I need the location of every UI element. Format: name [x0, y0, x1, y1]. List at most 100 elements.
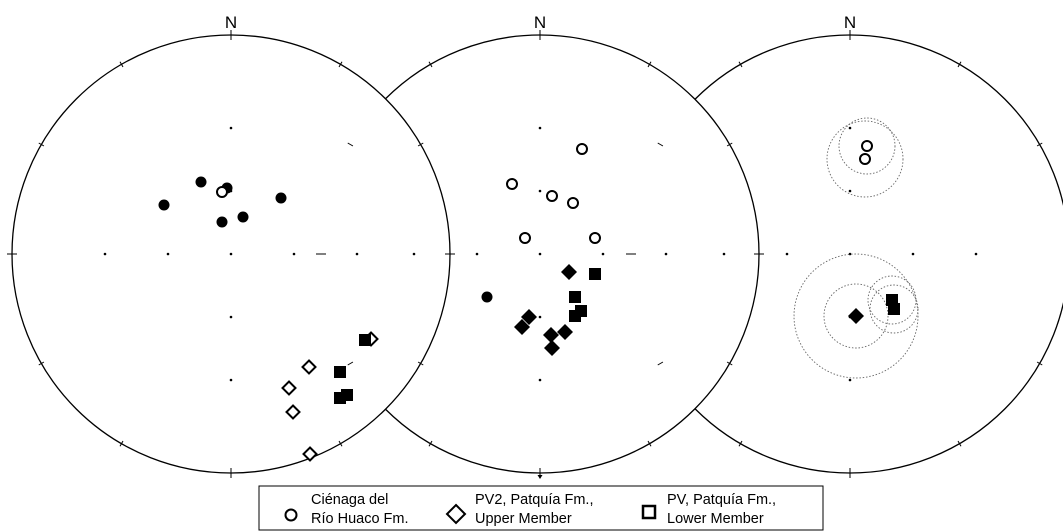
stereonet-2-tick	[647, 440, 652, 447]
stereonet-1-tick	[119, 61, 124, 68]
north-labels: N N N	[225, 13, 856, 32]
data-point-filled-circle	[216, 216, 228, 228]
data-point-open-circle	[546, 190, 558, 202]
stereonet-2-tick	[647, 61, 652, 68]
stereonet-1-grid-dot	[229, 315, 233, 319]
data-point-open-diamond	[302, 446, 318, 462]
confidence-circle	[867, 275, 917, 325]
legend-open-diamond-icon	[445, 503, 467, 525]
stereonet-1-tick	[119, 440, 124, 447]
legend-open-circle-icon	[284, 508, 298, 522]
stereonet-1-grid-dot	[229, 126, 233, 130]
data-point-filled-square	[888, 303, 900, 315]
confidence-circle	[823, 283, 889, 349]
stereonet-2-grid-dot	[664, 252, 668, 256]
stereonet-3-tick	[738, 440, 743, 447]
data-point-filled-diamond	[557, 324, 573, 340]
legend-label-2-line-2: Upper Member	[475, 511, 572, 527]
data-point-filled-diamond	[514, 319, 530, 335]
data-point-open-circle	[859, 153, 871, 165]
stereonet-3-grid-dot	[974, 252, 978, 256]
stereonet-3-data	[793, 117, 919, 379]
data-point-open-circle	[216, 186, 228, 198]
stereonet-1-grid-dot	[103, 252, 107, 256]
stereonet-2-tick	[347, 142, 354, 147]
stereonet-1-tick	[38, 361, 45, 366]
stereonet-3-tick	[657, 142, 664, 147]
data-point-filled-circle	[158, 199, 170, 211]
stereonets	[7, 30, 1063, 478]
north-label-3: N	[844, 13, 856, 32]
stereonet-1-tick	[38, 142, 45, 147]
data-point-filled-square	[359, 334, 371, 346]
legend-label-3-line-1: PV, Patquía Fm.,	[667, 492, 776, 508]
stereonet-3-tick	[957, 61, 962, 68]
stereonet-3-tick	[657, 361, 664, 366]
stereonet-2-grid-dot	[538, 189, 542, 193]
stereonet-2-tick	[347, 361, 354, 366]
stereonet-2-grid-dot	[538, 126, 542, 130]
stereonet-3-grid-dot	[848, 189, 852, 193]
confidence-circle	[793, 253, 919, 379]
stereonet-1-grid-dot	[355, 252, 359, 256]
data-point-filled-circle	[237, 211, 249, 223]
stereonet-2-tick	[726, 361, 733, 366]
confidence-circle	[838, 117, 896, 175]
stereonet-1-tick	[417, 361, 424, 366]
stereonet-2-data	[481, 143, 601, 356]
stereonet-2-grid-dot	[475, 252, 479, 256]
data-point-open-circle	[506, 178, 518, 190]
legend-label-1-line-1: Ciénaga del	[311, 492, 388, 508]
stereonet-3-tick	[1036, 361, 1043, 366]
stereonet-2-grid-dot	[538, 252, 542, 256]
stereonet-2-grid-dot	[601, 252, 605, 256]
stereonet-1-grid-dot	[166, 252, 170, 256]
stereonet-1-tick	[338, 440, 343, 447]
data-point-open-diamond	[281, 380, 297, 396]
north-label-2: N	[534, 13, 546, 32]
stereonet-3-grid-dot	[911, 252, 915, 256]
stereonet-1-data	[158, 176, 379, 462]
stereonet-1	[7, 30, 455, 478]
data-point-filled-diamond	[848, 308, 864, 324]
data-point-filled-diamond	[521, 309, 537, 325]
data-point-filled-circle	[195, 176, 207, 188]
stereonet-2-grid-dot	[538, 315, 542, 319]
stereonet-3-grid-dot	[785, 252, 789, 256]
data-point-open-diamond	[285, 404, 301, 420]
stereonet-3-grid-dot	[848, 378, 852, 382]
legend-label-3-line-2: Lower Member	[667, 511, 764, 527]
stereonet-2-tick	[726, 142, 733, 147]
stereonet-1-grid-dot	[229, 378, 233, 382]
stereonet-3-tick	[957, 440, 962, 447]
data-point-filled-square	[569, 310, 581, 322]
north-label-1: N	[225, 13, 237, 32]
data-point-filled-diamond	[543, 327, 559, 343]
data-point-open-circle	[589, 232, 601, 244]
data-point-open-circle	[519, 232, 531, 244]
legend-label-1-line-2: Río Huaco Fm.	[311, 511, 409, 527]
stereonet-2	[316, 30, 764, 478]
data-point-open-circle	[567, 197, 579, 209]
data-point-open-circle	[861, 140, 873, 152]
data-point-filled-square	[589, 268, 601, 280]
legend-box	[258, 485, 824, 531]
data-point-filled-diamond	[544, 340, 560, 356]
data-point-filled-square	[569, 291, 581, 303]
stereonet-2-grid-dot	[412, 252, 416, 256]
legend-label-2-line-1: PV2, Patquía Fm.,	[475, 492, 593, 508]
stereonet-1-tick	[417, 142, 424, 147]
stereonet-2-grid-dot	[538, 378, 542, 382]
stereonet-3-tick	[1036, 142, 1043, 147]
data-point-filled-diamond	[561, 264, 577, 280]
data-point-filled-square	[334, 392, 346, 404]
confidence-circle	[869, 284, 919, 334]
data-point-open-circle	[576, 143, 588, 155]
data-point-filled-circle	[481, 291, 493, 303]
stereonet-3-grid-dot	[722, 252, 726, 256]
data-point-open-diamond	[301, 359, 317, 375]
confidence-circle	[826, 120, 904, 198]
data-point-filled-circle	[275, 192, 287, 204]
legend: Ciénaga del Río Huaco Fm. PV2, Patquía F…	[258, 485, 824, 531]
stereonet-1-tick	[338, 61, 343, 68]
